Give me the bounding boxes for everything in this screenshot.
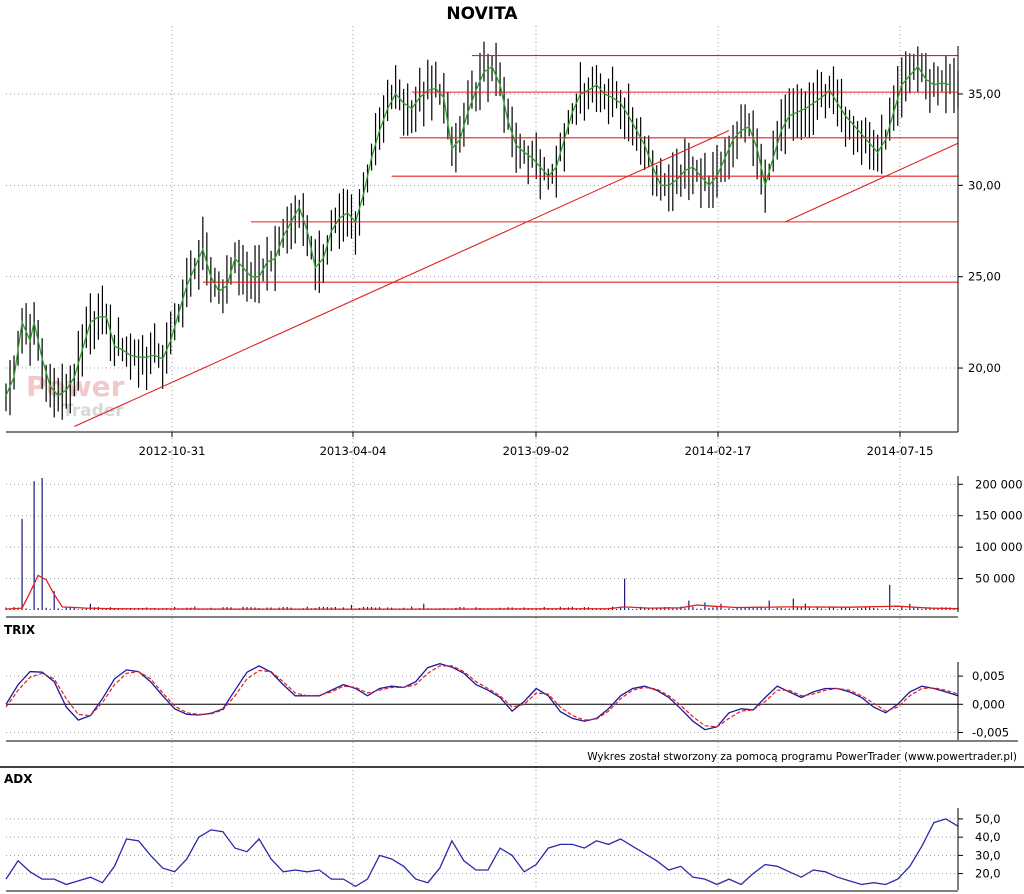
adx-tick-label: 30,0 — [975, 848, 1001, 862]
price-tick-label: 20,00 — [968, 361, 1001, 375]
trix-label: TRIX — [4, 623, 36, 637]
volume-tick-label: 100 000 — [975, 540, 1023, 554]
date-tick-label: 2014-07-15 — [867, 444, 934, 458]
volume-moving-average — [5, 574, 959, 610]
adx-line — [5, 818, 959, 888]
adx-tick-label: 20,0 — [975, 867, 1001, 881]
chart-title: NOVITA — [446, 4, 518, 24]
adx-tick-label: 50,0 — [975, 812, 1001, 826]
trend-line — [785, 142, 959, 223]
adx-label: ADX — [4, 772, 33, 786]
adx-panel: 20,0 30,0 40,0 50,0 — [5, 812, 1001, 888]
price-panel: 20,00 25,00 30,00 35,00 2012-10-31 2013-04-04… — [5, 41, 1001, 458]
volume-panel: 50 000 100 000 150 000 200 000 — [5, 477, 1023, 610]
price-tick-label: 35,00 — [968, 87, 1001, 101]
volume-tick-label: 200 000 — [975, 477, 1023, 491]
trix-tick-label: -0,005 — [972, 725, 1009, 739]
price-tick-label: 30,00 — [968, 178, 1001, 192]
watermark-logo: Power Trader — [26, 370, 125, 421]
price-tick-label: 25,00 — [968, 270, 1001, 284]
price-moving-average — [5, 65, 951, 397]
date-tick-label: 2013-09-02 — [503, 444, 570, 458]
trix-panel: -0,005 0,000 0,005 — [5, 663, 1009, 739]
date-tick-label: 2014-02-17 — [685, 444, 752, 458]
watermark-line2: Trader — [62, 401, 124, 421]
volume-tick-label: 50 000 — [975, 572, 1015, 586]
panel-frames — [0, 46, 1024, 892]
date-tick-label: 2013-04-04 — [320, 444, 387, 458]
trend-line — [74, 129, 730, 428]
volume-tick-label: 150 000 — [975, 509, 1023, 523]
volume-bars — [5, 478, 959, 610]
trix-tick-label: 0,005 — [972, 669, 1005, 683]
adx-tick-label: 40,0 — [975, 830, 1001, 844]
trix-signal-line — [5, 665, 959, 728]
date-tick-label: 2012-10-31 — [139, 444, 206, 458]
credit-text: Wykres został stworzony za pomocą progra… — [587, 751, 1017, 763]
trix-tick-label: 0,000 — [972, 697, 1005, 711]
trix-line — [5, 663, 959, 731]
price-bars — [5, 41, 959, 420]
